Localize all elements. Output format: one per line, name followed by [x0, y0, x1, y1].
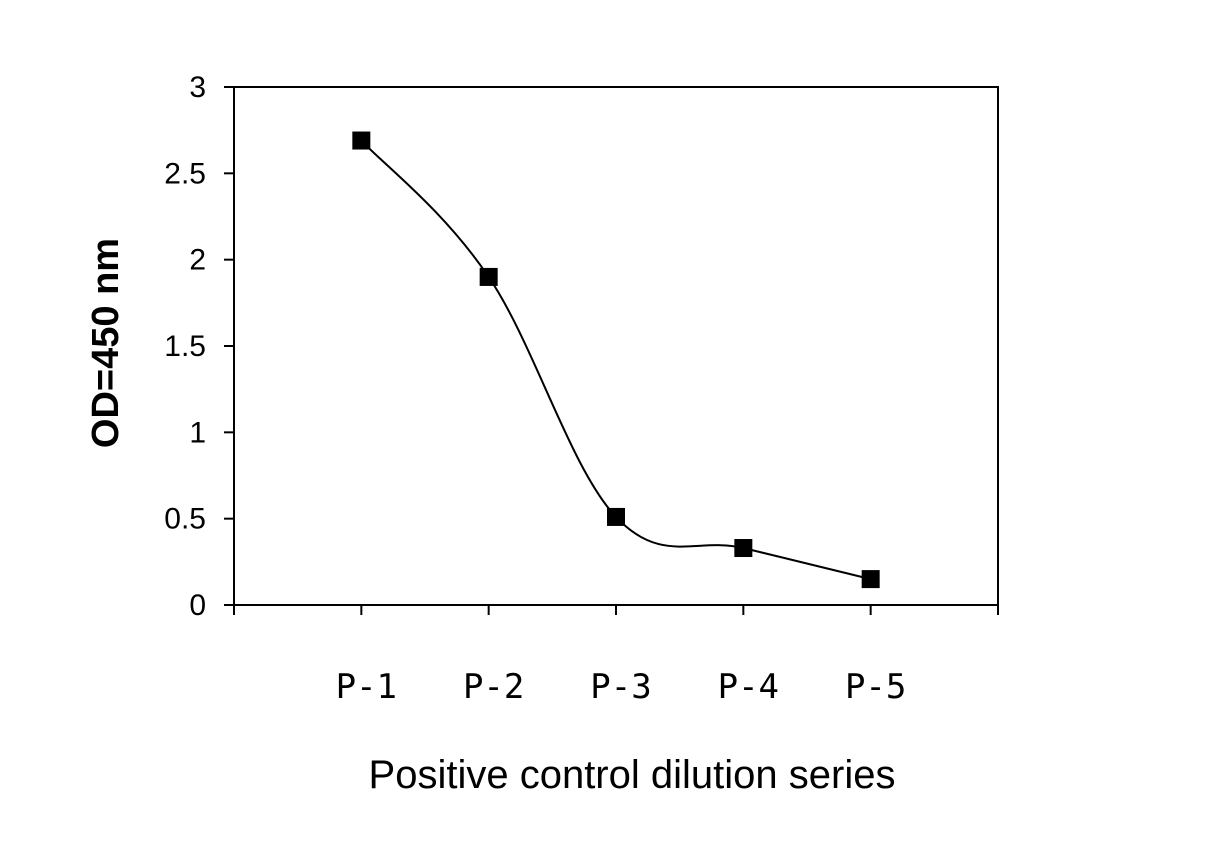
y-axis-label: OD=450 nm	[85, 238, 127, 448]
data-markers	[352, 131, 880, 589]
data-point-marker	[734, 539, 753, 558]
y-tick-label: 2	[189, 244, 206, 277]
x-tick-label: P-4	[718, 667, 779, 707]
plot-area-frame	[233, 86, 999, 606]
y-tick-label: 3	[189, 71, 206, 104]
y-tick-label: 2.5	[164, 157, 206, 190]
y-tick-label: 1.5	[164, 330, 206, 363]
x-axis-label: Positive control dilution series	[369, 753, 896, 797]
data-point-marker	[861, 570, 880, 589]
data-point-marker	[607, 507, 625, 526]
y-tick-label: 0.5	[164, 503, 206, 536]
x-tick-label: P-1	[336, 667, 397, 707]
data-point-marker	[479, 267, 498, 286]
y-tick-label: 0	[189, 589, 206, 622]
x-tick-label: P-2	[463, 667, 524, 707]
x-tick-label: P-5	[845, 667, 906, 707]
x-tick-label: P-3	[590, 667, 651, 707]
y-axis: 0 0.5 1 1.5 2 2.5 3	[164, 71, 234, 622]
y-tick-label: 1	[189, 416, 206, 449]
series-line	[360, 139, 871, 581]
data-point-marker	[352, 131, 371, 150]
x-axis: P-1 P-2 P-3 P-4 P-5	[233, 605, 999, 707]
